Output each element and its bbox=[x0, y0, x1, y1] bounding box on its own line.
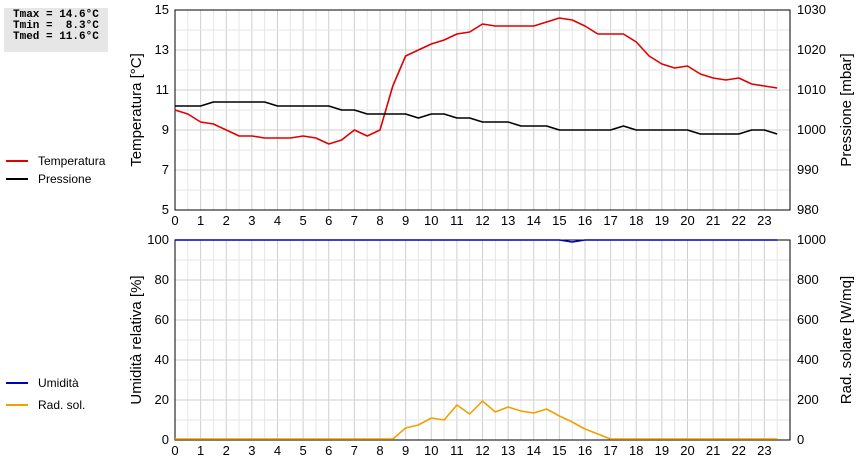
legend-item-umidita: Umidità bbox=[6, 374, 85, 392]
top-xtick-label: 8 bbox=[376, 213, 383, 228]
top-xtick-label: 14 bbox=[527, 213, 541, 228]
bottom-xtick-label: 2 bbox=[223, 443, 230, 458]
bottom-xtick-label: 14 bbox=[527, 443, 541, 458]
tmin-label: Tmin = 8.3°C bbox=[13, 20, 99, 32]
bottom-ytick-right-label: 1000 bbox=[797, 232, 826, 247]
tmax-label: Tmax = 14.6°C bbox=[13, 9, 99, 21]
top-ytick-right-label: 1000 bbox=[797, 122, 826, 137]
legend-label-umidita: Umidità bbox=[38, 376, 79, 390]
bottom-ytick-right-label: 0 bbox=[797, 432, 804, 447]
top-ytick-right-label: 1010 bbox=[797, 82, 826, 97]
top-xtick-label: 7 bbox=[351, 213, 358, 228]
top-series-temperatura-line bbox=[174, 17, 778, 145]
top-ytick-left-label: 13 bbox=[155, 42, 169, 57]
legend-label-temperatura: Temperatura bbox=[38, 154, 106, 168]
top-ytick-right-label: 1020 bbox=[797, 42, 826, 57]
top-xtick-label: 16 bbox=[578, 213, 592, 228]
legend-label-pressione: Pressione bbox=[38, 172, 92, 186]
top-xtick-label: 18 bbox=[629, 213, 643, 228]
bottom-xtick-label: 3 bbox=[248, 443, 255, 458]
top-ytick-left-label: 9 bbox=[162, 122, 169, 137]
bottom-xtick-label: 11 bbox=[450, 443, 464, 458]
bottom-ytick-left-label: 20 bbox=[155, 392, 169, 407]
bottom-ytick-left-label: 40 bbox=[155, 352, 169, 367]
legend-swatch-temperatura bbox=[6, 160, 28, 162]
top-xtick-label: 19 bbox=[655, 213, 669, 228]
bottom-ytick-right-label: 800 bbox=[797, 272, 819, 287]
top-ytick-left-label: 11 bbox=[156, 82, 170, 97]
top-xtick-label: 10 bbox=[424, 213, 438, 228]
bottom-xtick-label: 1 bbox=[197, 443, 204, 458]
top-xtick-label: 0 bbox=[171, 213, 178, 228]
bottom-ytick-right-label: 400 bbox=[797, 352, 819, 367]
top-ytick-right-label: 1030 bbox=[797, 2, 826, 17]
bottom-ylabel-right: Rad. solare [W/mq] bbox=[838, 276, 855, 404]
top-xtick-label: 11 bbox=[450, 213, 464, 228]
bottom-xtick-label: 8 bbox=[376, 443, 383, 458]
bottom-ytick-left-label: 100 bbox=[147, 232, 169, 247]
bottom-xtick-label: 17 bbox=[603, 443, 617, 458]
top-xtick-label: 5 bbox=[300, 213, 307, 228]
bottom-xtick-label: 23 bbox=[757, 443, 771, 458]
bottom-ylabel-left: Umidità relativa [%] bbox=[128, 275, 145, 404]
top-ytick-left-label: 15 bbox=[155, 2, 169, 17]
bottom-xtick-label: 4 bbox=[274, 443, 281, 458]
bottom-ytick-right-label: 600 bbox=[797, 312, 819, 327]
bottom-xtick-label: 9 bbox=[402, 443, 409, 458]
top-xtick-label: 22 bbox=[732, 213, 746, 228]
bottom-xtick-label: 13 bbox=[501, 443, 515, 458]
legend-item-temperatura: Temperatura bbox=[6, 152, 105, 170]
bottom-ytick-right-label: 200 bbox=[797, 392, 819, 407]
bottom-xtick-label: 21 bbox=[706, 443, 720, 458]
top-xtick-label: 17 bbox=[603, 213, 617, 228]
bottom-ytick-left-label: 80 bbox=[155, 272, 169, 287]
bottom-xtick-label: 22 bbox=[732, 443, 746, 458]
bottom-xtick-label: 12 bbox=[475, 443, 489, 458]
top-xtick-label: 9 bbox=[402, 213, 409, 228]
bottom-xtick-label: 7 bbox=[351, 443, 358, 458]
stats-box: Tmax = 14.6°C Tmin = 8.3°C Tmed = 11.6°C bbox=[4, 8, 108, 52]
top-xtick-label: 13 bbox=[501, 213, 515, 228]
tmed-label: Tmed = 11.6°C bbox=[13, 31, 99, 43]
top-ylabel-left: Temperatura [°C] bbox=[128, 53, 145, 167]
bottom-ytick-left-label: 0 bbox=[162, 432, 169, 447]
bottom-ytick-left-label: 60 bbox=[155, 312, 169, 327]
top-ytick-left-label: 5 bbox=[162, 202, 169, 217]
legend-swatch-radsol bbox=[6, 404, 28, 406]
top-ytick-right-label: 990 bbox=[797, 162, 819, 177]
bottom-xtick-label: 0 bbox=[171, 443, 178, 458]
bottom-xtick-label: 10 bbox=[424, 443, 438, 458]
bottom-xtick-label: 16 bbox=[578, 443, 592, 458]
bottom-xtick-label: 19 bbox=[655, 443, 669, 458]
top-series-pressione-line bbox=[175, 101, 778, 135]
legend-item-pressione: Pressione bbox=[6, 170, 105, 188]
top-ytick-right-label: 980 bbox=[797, 202, 819, 217]
top-ytick-left-label: 7 bbox=[162, 162, 169, 177]
legend-swatch-pressione bbox=[6, 178, 28, 180]
top-xtick-label: 21 bbox=[706, 213, 720, 228]
bottom-series-umidit-line bbox=[175, 239, 778, 243]
top-xtick-label: 23 bbox=[757, 213, 771, 228]
top-xtick-label: 6 bbox=[325, 213, 332, 228]
top-xtick-label: 12 bbox=[475, 213, 489, 228]
top-xtick-label: 1 bbox=[197, 213, 204, 228]
legend-top: Temperatura Pressione bbox=[6, 152, 105, 188]
top-xtick-label: 2 bbox=[223, 213, 230, 228]
bottom-xtick-label: 15 bbox=[552, 443, 566, 458]
legend-label-radsol: Rad. sol. bbox=[38, 398, 86, 412]
top-xtick-label: 15 bbox=[552, 213, 566, 228]
bottom-xtick-label: 5 bbox=[300, 443, 307, 458]
bottom-xtick-label: 6 bbox=[325, 443, 332, 458]
bottom-xtick-label: 20 bbox=[680, 443, 694, 458]
top-xtick-label: 4 bbox=[274, 213, 281, 228]
legend-item-radsol: Rad. sol. bbox=[6, 396, 85, 414]
top-xtick-label: 3 bbox=[248, 213, 255, 228]
top-ylabel-right: Pressione [mbar] bbox=[838, 53, 855, 166]
legend-swatch-umidita bbox=[6, 382, 28, 384]
bottom-series-rad-sol-line bbox=[175, 400, 778, 440]
bottom-xtick-label: 18 bbox=[629, 443, 643, 458]
top-xtick-label: 20 bbox=[680, 213, 694, 228]
